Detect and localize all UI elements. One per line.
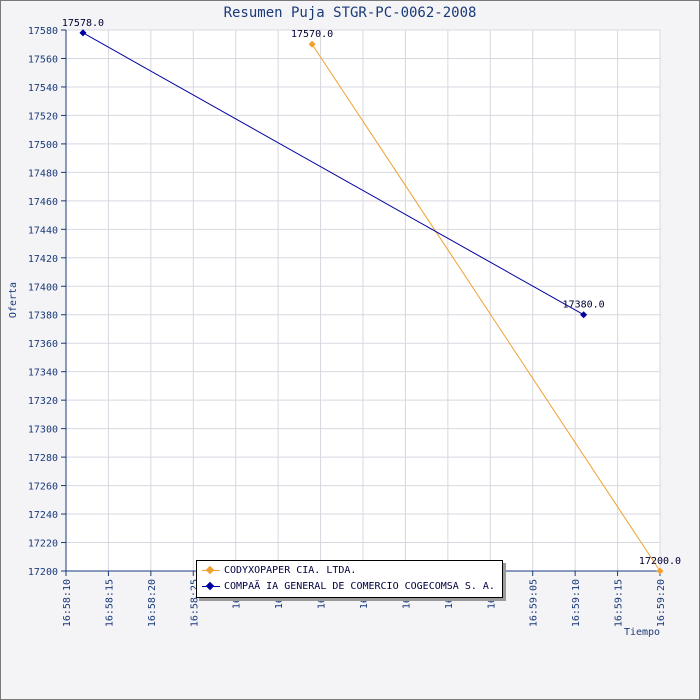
x-tick-label: 16:58:20 bbox=[147, 579, 158, 627]
y-tick-label: 17200 bbox=[28, 567, 58, 578]
y-tick-label: 17220 bbox=[28, 539, 58, 550]
y-tick-label: 17400 bbox=[28, 282, 58, 293]
y-tick-label: 17240 bbox=[28, 510, 58, 521]
y-tick-label: 17500 bbox=[28, 140, 58, 151]
x-axis-label: Tiempo bbox=[624, 627, 660, 638]
x-tick-label: 16:58:25 bbox=[189, 579, 200, 627]
y-axis-label: Oferta bbox=[8, 282, 19, 318]
data-label: 17570.0 bbox=[291, 29, 333, 40]
data-point bbox=[656, 567, 664, 575]
series-line-1 bbox=[82, 32, 584, 316]
y-tick-label: 17540 bbox=[28, 83, 58, 94]
x-tick-label: 16:59:10 bbox=[571, 579, 582, 627]
y-tick-label: 17580 bbox=[28, 26, 58, 37]
y-tick-label: 17320 bbox=[28, 396, 58, 407]
y-tick-label: 17560 bbox=[28, 54, 58, 65]
y-tick-label: 17280 bbox=[28, 453, 58, 464]
y-tick-label: 17300 bbox=[28, 425, 58, 436]
series bbox=[79, 29, 664, 575]
y-tick-label: 17260 bbox=[28, 482, 58, 493]
y-tick-label: 17440 bbox=[28, 225, 58, 236]
y-tick-label: 17420 bbox=[28, 254, 58, 265]
x-tick-label: 16:59:15 bbox=[614, 579, 625, 627]
y-tick-label: 17480 bbox=[28, 168, 58, 179]
series-line-0 bbox=[311, 43, 661, 572]
y-tick-label: 17380 bbox=[28, 311, 58, 322]
legend-label-codyxopaper: CODYXOPAPER CIA. LTDA. bbox=[224, 565, 357, 576]
legend-marker-cogecomsa bbox=[205, 581, 215, 591]
data-labels: 17570.0 17200.0 17578.0 17380.0 bbox=[62, 18, 681, 567]
x-tick-label: 16:58:15 bbox=[104, 579, 115, 627]
chart-title: Resumen Puja STGR-PC-0062-2008 bbox=[224, 5, 477, 21]
data-point bbox=[308, 40, 316, 48]
data-label: 17578.0 bbox=[62, 18, 104, 29]
legend-label-cogecomsa: COMPAÃ IA GENERAL DE COMERCIO COGECOMSA … bbox=[224, 581, 495, 592]
x-tick-label: 16:59:05 bbox=[529, 579, 540, 627]
y-tick-label: 17360 bbox=[28, 339, 58, 350]
data-point bbox=[580, 311, 588, 319]
legend: CODYXOPAPER CIA. LTDA. COMPAÃ IA GENERAL… bbox=[196, 560, 503, 598]
data-label: 17380.0 bbox=[563, 300, 605, 311]
data-label: 17200.0 bbox=[639, 556, 681, 567]
x-tick-label: 16:59:20 bbox=[656, 579, 667, 627]
legend-marker-codyxopaper bbox=[205, 565, 215, 575]
x-tick-label: 16:58:10 bbox=[62, 579, 73, 627]
grid bbox=[65, 29, 661, 572]
y-tick-label: 17520 bbox=[28, 111, 58, 122]
y-tick-label: 17460 bbox=[28, 197, 58, 208]
y-tick-label: 17340 bbox=[28, 368, 58, 379]
